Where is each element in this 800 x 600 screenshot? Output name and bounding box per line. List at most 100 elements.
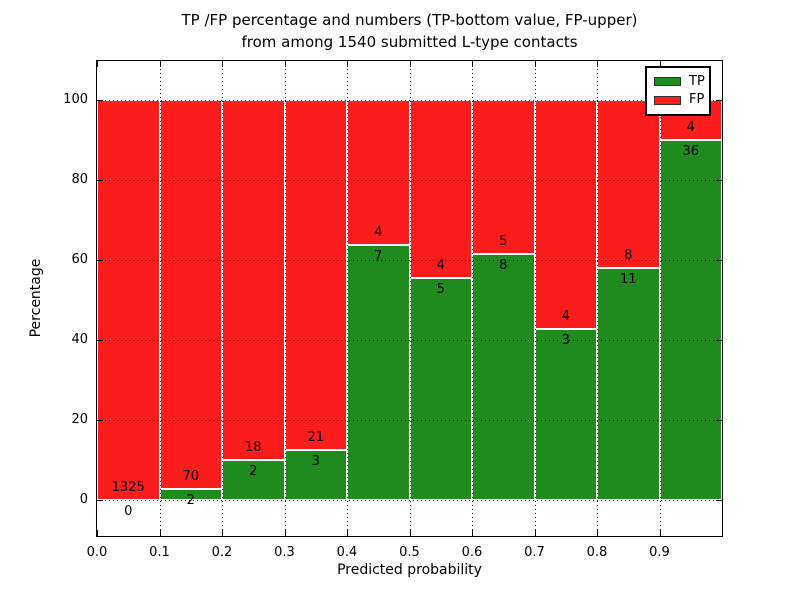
tp-count-label: 2 <box>249 464 258 479</box>
tp-count-label: 3 <box>311 454 320 469</box>
tick-mark <box>97 260 103 261</box>
tick-mark <box>716 260 722 261</box>
tick-mark <box>347 61 348 67</box>
plot-area: TP FP 1325 0 70 2 18 2 21 3 4 7 4 5 5 8 4 3 8 11 4 36 <box>96 60 723 537</box>
x-tick-label: 0.3 <box>274 545 295 560</box>
gridline-x <box>534 61 536 536</box>
tick-mark <box>716 100 722 101</box>
tick-mark <box>597 61 598 67</box>
tp-count-label: 8 <box>499 257 508 273</box>
bar-segment-tp <box>222 460 285 500</box>
fp-count-label: 4 <box>561 308 570 324</box>
tick-mark <box>97 180 103 181</box>
fp-count-label: 21 <box>307 430 325 445</box>
tp-count-label: 2 <box>186 492 195 508</box>
gridline-x <box>659 61 661 536</box>
x-tick-label: 0.4 <box>336 545 358 560</box>
tick-mark <box>222 61 223 67</box>
y-tick-label: 80 <box>71 172 88 187</box>
y-tick-label: 40 <box>71 332 88 347</box>
gridline-x <box>159 61 161 536</box>
legend: TP FP <box>645 66 711 116</box>
y-tick-label: 20 <box>71 412 88 427</box>
tick-mark <box>659 530 661 536</box>
tick-mark <box>97 340 103 341</box>
tick-mark <box>409 530 411 536</box>
x-axis-label: Predicted probability <box>337 562 482 578</box>
legend-entry-fp: FP <box>647 93 709 107</box>
gridline-y <box>97 340 722 341</box>
bar-segment-tp <box>472 253 535 500</box>
legend-entry-tp: TP <box>647 74 709 89</box>
tick-mark <box>409 61 411 67</box>
fp-count-label: 4 <box>436 257 445 273</box>
y-tick-label: 0 <box>79 492 88 507</box>
tick-mark <box>472 530 473 536</box>
x-tick-label: 0.0 <box>86 545 108 560</box>
bar-segment-fp <box>472 100 535 254</box>
gridline-x <box>409 61 411 536</box>
tick-mark <box>659 61 661 67</box>
tick-mark <box>534 61 536 67</box>
fp-count-label: 5 <box>499 233 508 249</box>
chart-title-line1: TP /FP percentage and numbers (TP-bottom… <box>181 11 638 29</box>
tick-mark <box>159 61 161 67</box>
gridline-x <box>347 61 348 536</box>
legend-swatch-tp <box>654 77 681 87</box>
bar-segment-fp <box>97 100 160 500</box>
tick-mark <box>97 61 98 67</box>
tick-mark <box>284 61 286 67</box>
fp-count-label: 8 <box>624 248 633 264</box>
tp-count-label: 11 <box>619 272 637 288</box>
tick-mark <box>97 530 98 536</box>
gridline-y <box>97 100 722 101</box>
legend-swatch-fp <box>654 95 681 105</box>
tick-mark <box>716 340 722 341</box>
tp-count-label: 7 <box>374 249 383 265</box>
fp-count-label: 4 <box>374 225 383 241</box>
gridline-y <box>97 180 722 181</box>
tick-mark <box>159 530 161 536</box>
fp-count-label: 70 <box>182 468 200 484</box>
tick-mark <box>222 530 223 536</box>
bar-segment-fp <box>159 100 222 489</box>
bar-segment-tp <box>534 328 597 500</box>
x-tick-label: 0.9 <box>649 545 670 560</box>
tp-count-label: 5 <box>436 281 445 297</box>
fp-count-label: 1325 <box>111 480 145 495</box>
tick-mark <box>716 180 722 181</box>
x-tick-label: 0.7 <box>524 545 545 560</box>
x-tick-label: 0.8 <box>586 545 608 560</box>
bar-segment-fp <box>597 100 660 269</box>
y-tick-label: 100 <box>63 92 88 107</box>
x-tick-label: 0.1 <box>149 545 170 560</box>
bar-segment-fp <box>534 100 597 329</box>
bar-segment-tp <box>347 245 410 500</box>
gridline-x <box>284 61 286 536</box>
bar-segment-tp <box>597 268 660 500</box>
tick-mark <box>347 530 348 536</box>
tp-count-label: 0 <box>124 504 133 519</box>
bar-segment-tp <box>409 277 472 500</box>
x-tick-label: 0.5 <box>399 545 420 560</box>
fp-count-label: 18 <box>244 440 262 455</box>
legend-label-fp: FP <box>689 92 705 108</box>
tick-mark <box>597 530 598 536</box>
tick-mark <box>716 500 722 501</box>
tick-mark <box>97 500 103 501</box>
gridline-x <box>222 61 223 536</box>
fp-count-label: 4 <box>686 120 695 135</box>
tick-mark <box>716 420 722 421</box>
gridline-y <box>97 260 722 261</box>
bar-segment-tp <box>659 140 722 500</box>
bar-segment-fp <box>222 100 285 460</box>
bar-segment-fp <box>284 100 347 450</box>
bar-segment-fp <box>409 100 472 278</box>
tick-mark <box>284 530 286 536</box>
gridline-x <box>472 61 473 536</box>
gridline-y <box>97 420 722 421</box>
y-tick-label: 60 <box>71 252 88 267</box>
tick-mark <box>97 420 103 421</box>
tick-mark <box>97 100 103 101</box>
